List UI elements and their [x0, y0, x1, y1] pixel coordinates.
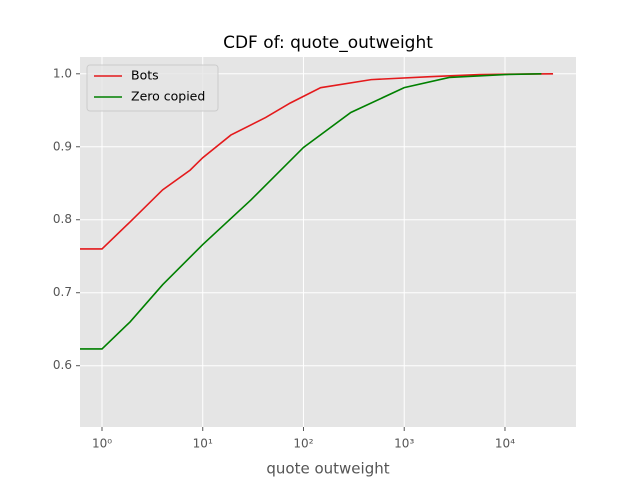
line-series	[80, 72, 542, 350]
x-tick-label: 10³	[394, 437, 414, 451]
x-tick-label: 10⁴	[495, 437, 515, 451]
x-axis-label: quote outweight	[266, 460, 389, 478]
x-tick-label: 10⁰	[92, 437, 112, 451]
lines	[80, 72, 554, 350]
x-tick-label: 10²	[293, 437, 313, 451]
y-tick-label: 0.8	[53, 212, 72, 226]
legend: Bots Zero copied	[86, 64, 219, 112]
y-tick-label: 0.6	[53, 358, 72, 372]
y-tick-label: 1.0	[53, 66, 72, 80]
y-tick-label: 0.9	[53, 139, 72, 153]
legend-label: Bots	[131, 68, 159, 83]
x-tick-label: 10¹	[193, 437, 213, 451]
y-tick-label: 0.7	[53, 285, 72, 299]
grid	[76, 57, 576, 431]
line-series	[80, 72, 554, 250]
legend-label: Zero copied	[131, 89, 205, 104]
plot-area	[80, 57, 576, 427]
chart-title: CDF of: quote_outweight	[223, 33, 433, 53]
